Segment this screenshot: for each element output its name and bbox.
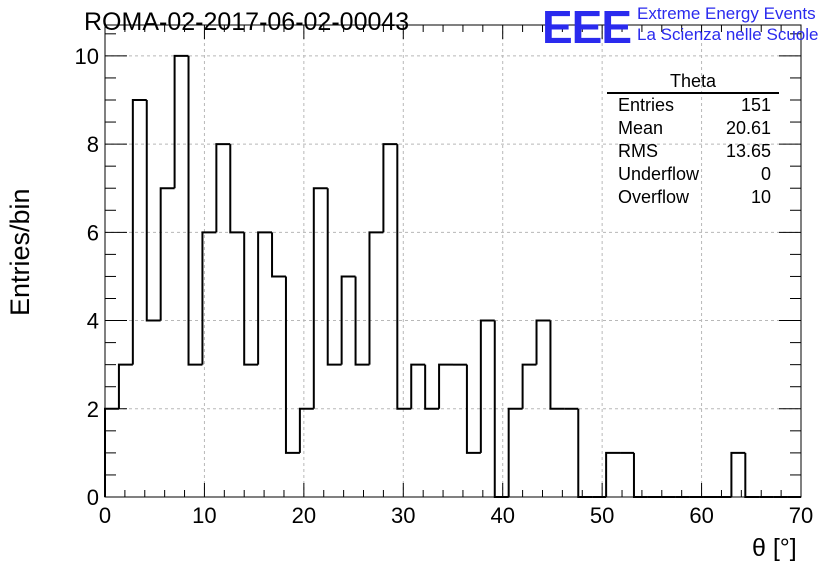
x-tick-label: 30	[391, 503, 415, 528]
x-tick-label: 40	[490, 503, 514, 528]
stats-value: 10	[750, 187, 771, 207]
histogram-bin	[271, 232, 286, 278]
histogram-bin	[326, 188, 342, 366]
stats-label: Overflow	[618, 187, 690, 207]
histogram-bin	[312, 187, 328, 409]
logo-subtitle-line2: La Scienza nelle Scuole	[637, 25, 819, 44]
histogram-bin	[507, 407, 523, 497]
y-axis-label: Entries/bin	[5, 188, 35, 316]
x-tick-label: 20	[292, 503, 316, 528]
histogram-bin	[201, 231, 217, 365]
histogram-bin	[535, 319, 551, 365]
histogram-bin	[284, 276, 300, 454]
histogram-bin	[730, 451, 746, 497]
histogram-bin	[465, 364, 481, 454]
x-axis-label: θ [°]	[752, 534, 797, 562]
x-tick-label: 70	[789, 503, 813, 528]
x-tick-label: 60	[689, 503, 713, 528]
histogram-bin	[229, 144, 245, 234]
stats-value: 0	[760, 164, 771, 184]
y-tick-label: 4	[87, 309, 99, 334]
histogram-bin	[479, 319, 495, 453]
stats-row-entries: Entries 151	[607, 94, 779, 117]
histogram-bin	[410, 363, 426, 409]
histogram-bin	[549, 320, 565, 410]
histogram-bin	[340, 275, 356, 365]
histogram-bin	[243, 232, 259, 366]
stats-label: Underflow	[618, 164, 700, 184]
histogram-bin	[215, 143, 231, 233]
stats-row-underflow: Underflow 0	[607, 163, 779, 186]
histogram-bin	[173, 54, 189, 189]
histogram-bin	[744, 452, 760, 498]
eee-logo: EEE	[542, 1, 632, 53]
stats-value: 13.65	[725, 141, 771, 161]
stats-row-mean: Mean 20.61	[607, 117, 779, 140]
plot-title: ROMA-02-2017-06-02-00043	[84, 8, 410, 36]
stats-title: Theta	[607, 70, 779, 94]
y-tick-label: 10	[75, 44, 99, 69]
histogram-bin	[298, 407, 314, 453]
stats-label: RMS	[618, 141, 658, 161]
x-tick-label: 0	[99, 503, 111, 528]
histogram-bin	[117, 363, 133, 409]
histogram-bin	[605, 451, 621, 497]
histogram-bin	[521, 363, 537, 409]
histogram-bin	[382, 143, 398, 233]
histogram-bin	[424, 364, 440, 410]
logo-subtitle-line1: Extreme Energy Events	[637, 4, 816, 23]
histogram-bin	[145, 99, 161, 322]
histogram-bin	[187, 55, 203, 366]
stats-value: 20.61	[725, 118, 771, 138]
y-tick-label: 6	[87, 220, 99, 245]
histogram-bin	[354, 276, 370, 366]
histogram-bin	[257, 231, 273, 365]
x-tick-label: 10	[192, 503, 216, 528]
histogram-bin	[368, 231, 384, 365]
stats-row-rms: RMS 13.65	[607, 140, 779, 163]
plot-frame	[104, 24, 802, 498]
histogram-bin	[131, 98, 147, 365]
histogram-bin	[577, 408, 593, 498]
stats-row-overflow: Overflow 10	[607, 186, 779, 209]
stats-box: Theta Entries 151 Mean 20.61 RMS 13.65 U…	[607, 70, 779, 209]
histogram-bin	[632, 452, 648, 498]
histogram-bin	[159, 187, 175, 321]
y-tick-label: 2	[87, 397, 99, 422]
y-tick-label: 8	[87, 132, 99, 157]
stats-value: 151	[740, 95, 771, 115]
x-tick-label: 50	[590, 503, 614, 528]
histogram-bin	[438, 363, 453, 409]
y-tick-label: 0	[87, 485, 99, 510]
stats-label: Entries	[618, 95, 675, 115]
histogram-bin	[396, 144, 412, 410]
stats-label: Mean	[618, 118, 664, 138]
